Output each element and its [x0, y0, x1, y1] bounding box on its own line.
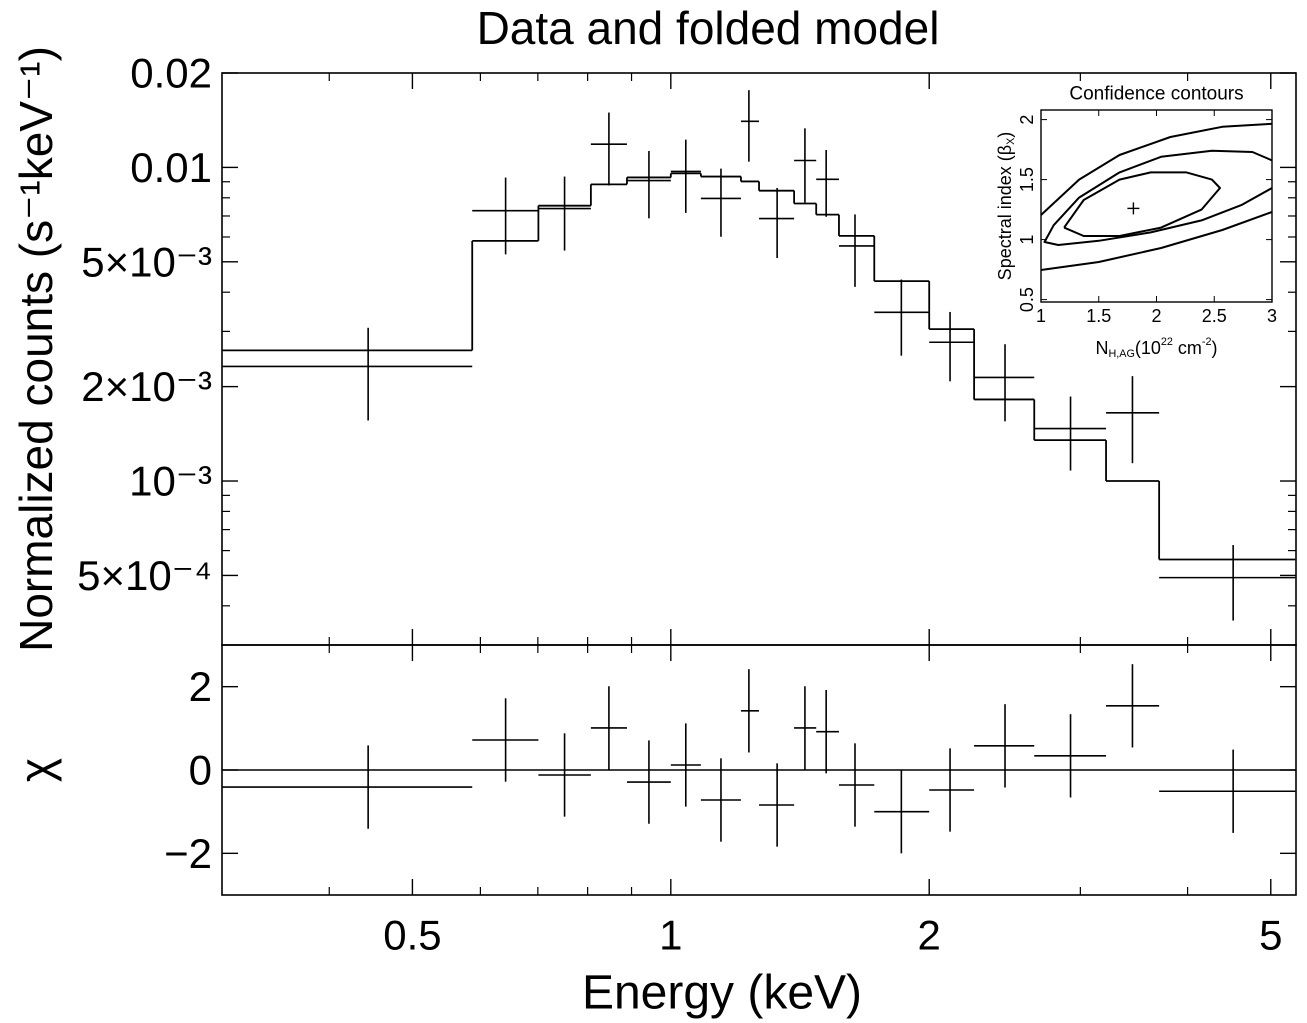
inset-title: Confidence contours — [1069, 84, 1243, 105]
x-tick-label: 5 — [1259, 912, 1282, 959]
inset-x-label-part: cm — [1173, 338, 1202, 358]
inset-x-label: NH,AG(1022 cm-2) — [1095, 336, 1217, 360]
contour-line — [1040, 122, 1273, 271]
inset-x-label-part: N — [1095, 338, 1108, 358]
y-tick-label: 2×10⁻³ — [81, 363, 212, 410]
y-tick-label: 2 — [1017, 115, 1037, 125]
y-tick-label: 0.01 — [130, 144, 212, 191]
x-tick-label: 0.5 — [383, 912, 441, 959]
inset-y-label-part: ) — [995, 132, 1015, 138]
x-tick-label: 2.5 — [1202, 306, 1227, 326]
x-axis-label: Energy (keV) — [582, 967, 862, 1020]
x-tick-label: 1.5 — [1086, 306, 1111, 326]
y-axis-label: χ — [10, 758, 62, 782]
inset-y-label-part: X — [1005, 138, 1017, 145]
y-tick-label: 0 — [189, 747, 212, 794]
contour-line — [1063, 171, 1221, 237]
chart-title: Data and folded model — [477, 2, 940, 54]
plot-frame — [221, 72, 1297, 646]
y-tick-label: −2 — [164, 830, 212, 877]
inset-y-label: Spectral index (βX) — [995, 132, 1017, 281]
x-tick-label: 2 — [1151, 306, 1161, 326]
inset-y-label-part: Spectral index (β — [995, 145, 1015, 280]
y-tick-label: 10⁻³ — [129, 458, 212, 505]
x-tick-label: 1 — [1036, 306, 1046, 326]
y-tick-label: 5×10⁻³ — [81, 238, 212, 285]
x-tick-label: 3 — [1267, 306, 1277, 326]
y-tick-label: 5×10⁻⁴ — [77, 552, 212, 599]
y-axis-label: Normalized counts (s⁻¹keV⁻¹) — [10, 46, 62, 652]
inset-x-label-part: (10 — [1135, 338, 1161, 358]
y-tick-label: 1.5 — [1017, 167, 1037, 192]
y-tick-label: 2 — [189, 663, 212, 710]
x-tick-label: 2 — [918, 912, 941, 959]
x-tick-label: 1 — [659, 912, 682, 959]
inset-x-label-part: 22 — [1161, 336, 1173, 348]
y-tick-label: 1 — [1017, 235, 1037, 245]
y-tick-label: 0.02 — [130, 50, 212, 97]
inset-x-label-part: H,AG — [1108, 348, 1134, 360]
inset-x-label-part: ) — [1212, 338, 1218, 358]
inset-x-label-part: -2 — [1202, 336, 1212, 348]
y-tick-label: 0.5 — [1017, 287, 1037, 312]
contour-line — [1043, 149, 1273, 246]
